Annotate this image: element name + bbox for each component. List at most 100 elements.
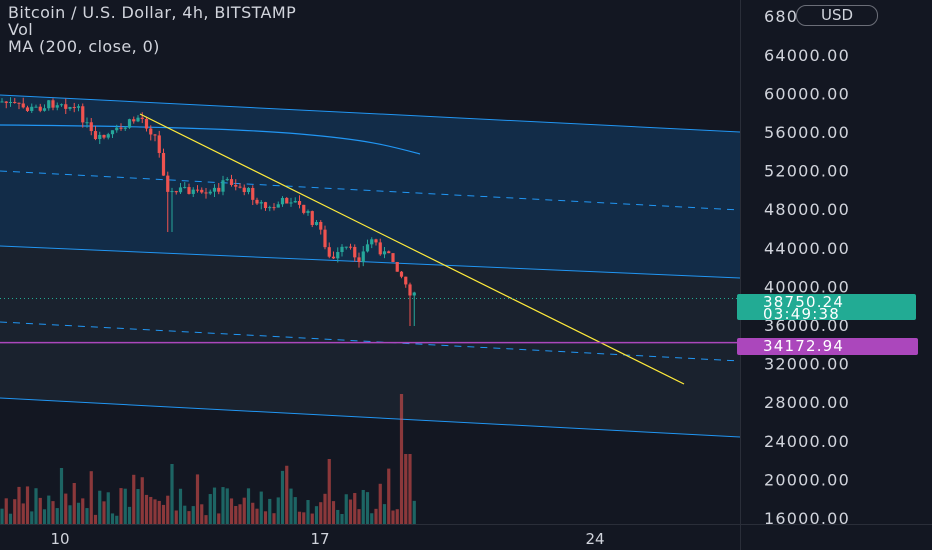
candle-body — [183, 187, 187, 189]
chart-legend: Bitcoin / U.S. Dollar, 4h, BITSTAMP Vol … — [8, 4, 296, 55]
volume-bar — [34, 488, 38, 524]
candle-body — [149, 128, 153, 135]
symbol-title[interactable]: Bitcoin / U.S. Dollar, 4h, BITSTAMP — [8, 3, 297, 22]
volume-bar — [149, 496, 153, 524]
volume-bar — [399, 394, 404, 524]
volume-bar — [47, 495, 51, 524]
volume-bar — [127, 506, 132, 524]
volume-bar — [187, 511, 191, 524]
candle-body — [370, 239, 374, 245]
volume-indicator-label[interactable]: Vol — [8, 20, 34, 39]
currency-button[interactable]: USD — [796, 5, 878, 26]
volume-bar — [238, 504, 242, 524]
candle-body — [238, 186, 242, 188]
volume-bar — [289, 488, 293, 524]
candle-body — [259, 202, 263, 204]
volume-bar — [200, 504, 204, 524]
candle-body — [229, 179, 234, 185]
channel-upper-fill — [0, 95, 740, 278]
volume-bar — [293, 497, 297, 524]
candle-body — [170, 191, 174, 193]
candle-body — [161, 152, 166, 176]
candle-body — [327, 247, 331, 257]
candle-body — [306, 211, 310, 213]
volume-bar — [51, 501, 55, 524]
candle-body — [221, 180, 225, 192]
volume-bar — [208, 494, 212, 524]
volume-bar — [102, 501, 106, 524]
volume-bar — [191, 506, 195, 524]
candle-body — [89, 122, 93, 132]
volume-bar — [319, 502, 323, 524]
volume-bar — [259, 491, 263, 524]
volume-bar — [13, 499, 17, 524]
volume-bar — [276, 497, 280, 524]
price-tick-label: 28000.00 — [764, 393, 850, 412]
volume-bar — [306, 500, 310, 524]
volume-bar — [115, 515, 119, 524]
candle-body — [246, 187, 251, 193]
volume-bar — [106, 492, 110, 524]
channel-upper-dash — [0, 170, 741, 211]
volume-bar — [140, 477, 144, 524]
candle-body — [127, 119, 132, 128]
volume-bar — [255, 508, 259, 524]
trend-line[interactable] — [139, 113, 685, 385]
channel-lower-line — [0, 397, 741, 438]
volume-bar — [85, 508, 89, 524]
volume-bar — [132, 474, 136, 524]
volume-bar — [310, 513, 314, 524]
candle-body — [365, 244, 370, 252]
volume-bar — [55, 508, 59, 524]
volume-bar — [178, 488, 183, 524]
price-tick-label: 56000.00 — [764, 123, 850, 142]
volume-bar — [81, 498, 85, 524]
time-tick-label: 17 — [310, 530, 329, 548]
candle-body — [319, 222, 323, 230]
level-price-badge: 34172.94 — [737, 338, 918, 355]
horizontal-level[interactable] — [0, 297, 740, 344]
volume-bar — [374, 508, 378, 524]
volume-bar — [344, 494, 348, 524]
ma-indicator-label[interactable]: MA (200, close, 0) — [8, 37, 160, 56]
volume-bar — [221, 487, 225, 524]
candle-body — [310, 211, 314, 225]
volume-bar — [357, 509, 361, 524]
candle-body — [13, 101, 17, 103]
volume-bar — [395, 509, 399, 524]
candle-body — [208, 191, 212, 194]
volume-bar — [183, 505, 187, 524]
candle-body — [4, 101, 8, 103]
volume-bar — [348, 499, 353, 524]
candle-body — [280, 197, 285, 205]
volume-bar — [408, 454, 412, 524]
volume-bar — [378, 483, 382, 524]
candle-body — [153, 134, 157, 136]
candle-body — [251, 187, 255, 200]
candle-body — [76, 106, 81, 108]
candle-body — [331, 256, 336, 259]
candle-body — [353, 246, 357, 258]
candle-body — [285, 197, 289, 204]
candle-body — [157, 135, 161, 153]
candle-body — [391, 253, 395, 263]
volume-bar — [263, 511, 268, 524]
candle-body — [25, 107, 30, 111]
volume-bar — [123, 488, 127, 524]
volume-bar — [30, 511, 34, 524]
candle-body — [263, 202, 268, 209]
volume-bar — [161, 504, 166, 524]
volume-bar — [302, 512, 306, 524]
candle-body — [293, 200, 297, 203]
trend-line-path — [139, 113, 685, 385]
volume-bar — [21, 503, 25, 524]
candle-body — [399, 271, 404, 277]
volume-bar — [336, 509, 340, 524]
candle-body — [174, 191, 178, 193]
candle-body — [102, 134, 106, 138]
volume-bar — [331, 501, 336, 524]
candle-body — [93, 131, 98, 140]
time-tick-label: 24 — [585, 530, 604, 548]
candle-body — [0, 101, 4, 103]
